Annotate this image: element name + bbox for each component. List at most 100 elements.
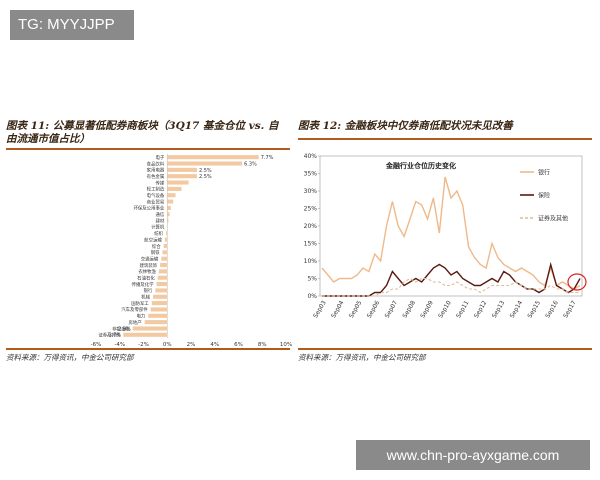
- left-title-rule: [6, 148, 290, 150]
- x-tick-label: -4%: [114, 342, 125, 348]
- category-label: 电力: [136, 313, 145, 320]
- category-label: 纺织: [154, 230, 163, 237]
- x-tick-label: 2%: [187, 342, 196, 348]
- category-label: 传媒: [155, 179, 164, 186]
- bar: [157, 275, 168, 280]
- bar: [167, 186, 182, 191]
- x-tick-label: Sep03: [312, 299, 328, 319]
- x-tick-label: Sep15: [526, 299, 542, 319]
- category-label: 综合: [152, 243, 161, 250]
- bar: [166, 231, 168, 236]
- series-line: [321, 176, 581, 290]
- bar: [167, 199, 174, 204]
- x-tick-label: Sep04: [330, 299, 346, 319]
- category-label: 国防军工: [131, 300, 149, 307]
- legend-label: 保险: [538, 192, 550, 200]
- bar: [167, 174, 197, 179]
- left-source-rule: [6, 348, 290, 350]
- legend-label: 银行: [538, 169, 550, 177]
- left-figure-title-line1: 图表 11: 公募显著低配券商板块（3Q17 基金仓位 vs. 自: [6, 120, 279, 132]
- data-label: 2.5%: [199, 174, 212, 180]
- x-tick-label: Sep16: [544, 299, 560, 319]
- bar: [123, 332, 168, 337]
- bar: [167, 212, 170, 217]
- bar: [161, 256, 168, 261]
- y-tick-label: 15%: [304, 241, 318, 248]
- category-label: 石油石化: [137, 275, 155, 282]
- left-figure-title-line2: 由流通市值占比）: [6, 133, 90, 145]
- category-label: 商业贸易: [147, 198, 165, 205]
- bar: [167, 193, 176, 198]
- x-tick-label: Sep06: [366, 299, 382, 319]
- category-label: 电气设备: [147, 192, 165, 199]
- series-line: [322, 277, 580, 297]
- bar: [151, 301, 168, 306]
- bar: [167, 161, 243, 166]
- category-label: 农林牧渔: [138, 268, 156, 275]
- x-tick-label: Sep13: [491, 299, 507, 319]
- bar: [167, 218, 169, 223]
- category-label: 证券及其他: [98, 332, 121, 339]
- category-label: 建筑装饰: [140, 262, 158, 269]
- y-tick-label: 35%: [304, 171, 318, 178]
- y-tick-label: 20%: [304, 223, 318, 230]
- bar: [148, 313, 168, 318]
- x-tick-label: Sep10: [437, 299, 453, 319]
- right-source: 资料来源：万得资讯，中金公司研究部: [298, 353, 426, 362]
- x-tick-label: Sep11: [455, 299, 471, 319]
- bar: [160, 263, 168, 268]
- highlight-circle: [567, 273, 587, 291]
- bar: [153, 294, 168, 299]
- category-label: 交通运输: [141, 255, 159, 262]
- series-line: [322, 261, 581, 297]
- bar: [158, 269, 168, 274]
- category-label: 非银金融: [112, 325, 130, 332]
- bar: [156, 282, 168, 287]
- x-tick-label: -2%: [138, 342, 149, 348]
- x-tick-label: Sep17: [562, 299, 578, 319]
- bar: [162, 250, 168, 255]
- left-source: 资料来源：万得资讯，中金公司研究部: [6, 353, 134, 362]
- right-figure-title: 图表 12: 金融板块中仅券商低配状况未见改善: [298, 120, 513, 132]
- x-tick-label: -6%: [91, 342, 102, 348]
- right-source-rule: [298, 348, 592, 350]
- category-label: 计算机: [151, 224, 165, 231]
- x-tick-label: 4%: [210, 342, 219, 348]
- category-label: 轻工制造: [147, 186, 165, 193]
- category-label: 家用电器: [147, 167, 165, 174]
- bar: [167, 180, 189, 185]
- category-label: 传播及化学: [132, 281, 155, 288]
- bar: [163, 243, 168, 249]
- top-tag: TG: MYYJJPP: [10, 10, 134, 40]
- data-label: 2.5%: [199, 168, 212, 174]
- legend-label: 证券及其他: [538, 215, 568, 223]
- bottom-watermark: www.chn-pro-ayxgame.com: [356, 440, 590, 470]
- x-tick-label: 0%: [163, 342, 172, 348]
- bar: [132, 326, 168, 331]
- left-bar-chart: 电子 7.7% 食品饮料 6.3% 家用电器 2.5% 有色金属 2.5% 传媒轻工制造电气设备…: [91, 154, 292, 348]
- category-label: 机械: [141, 294, 150, 301]
- data-label: -3.7%: [107, 333, 122, 339]
- bar: [167, 155, 259, 160]
- y-tick-label: 10%: [304, 258, 318, 265]
- right-title-rule: [298, 138, 592, 140]
- chart-title: 金融行业仓位历史变化: [385, 161, 456, 170]
- y-tick-label: 0%: [307, 293, 317, 300]
- x-tick-label: 8%: [258, 342, 267, 348]
- left-figure-title: 图表 11: 公募显著低配券商板块（3Q17 基金仓位 vs. 自 由流通市值占…: [6, 120, 296, 146]
- data-label: 7.7%: [261, 155, 274, 161]
- y-tick-label: 30%: [304, 188, 318, 195]
- x-tick-label: Sep14: [509, 299, 525, 319]
- y-tick-label: 5%: [307, 276, 317, 283]
- bar: [167, 205, 171, 210]
- y-tick-label: 25%: [304, 206, 318, 213]
- y-tick-label: 40%: [304, 153, 318, 160]
- data-label: -2.9%: [116, 326, 131, 332]
- category-label: 航空运输: [144, 236, 162, 243]
- x-tick-label: 10%: [280, 342, 292, 348]
- x-tick-label: Sep08: [401, 299, 417, 319]
- category-label: 食品饮料: [147, 160, 165, 167]
- x-tick-label: Sep07: [384, 299, 400, 319]
- category-label: 建材: [155, 217, 164, 224]
- category-label: 银行: [144, 287, 153, 294]
